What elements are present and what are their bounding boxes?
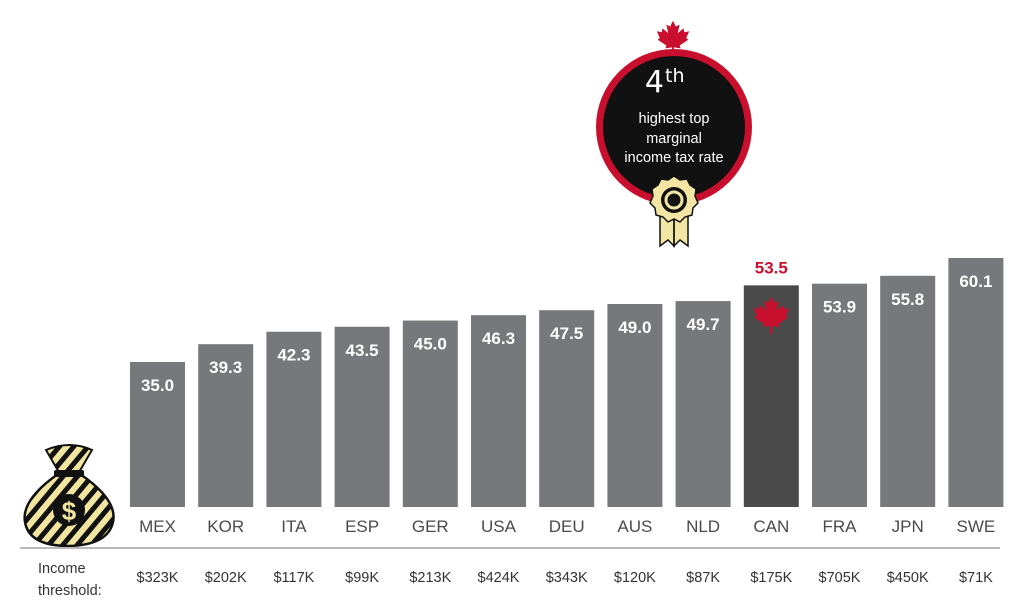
category-label-usa: USA (481, 517, 517, 536)
bar-jpn (880, 275, 936, 507)
category-label-nld: NLD (686, 517, 720, 536)
category-label-deu: DEU (549, 517, 585, 536)
bar-value-deu: 47.5 (550, 324, 583, 343)
threshold-mex: $323K (137, 570, 179, 586)
money-bag-icon: $ (23, 444, 115, 548)
threshold-deu: $343K (546, 570, 588, 586)
threshold-usa: $424K (478, 570, 520, 586)
category-label-kor: KOR (207, 517, 244, 536)
award-ribbon-icon (649, 175, 699, 248)
threshold-ita: $117K (273, 570, 314, 586)
bar-swe (948, 258, 1004, 507)
category-label-esp: ESP (345, 517, 379, 536)
bar-value-usa: 46.3 (482, 329, 515, 348)
bar-kor (198, 344, 254, 507)
category-label-jpn: JPN (892, 517, 924, 536)
bar-ger (402, 320, 458, 507)
badge-core (603, 56, 745, 198)
threshold-nld: $87K (686, 570, 720, 586)
category-label-can: CAN (753, 517, 789, 536)
maple-leaf-icon (656, 20, 690, 55)
threshold-aus: $120K (614, 570, 656, 586)
category-label-mex: MEX (139, 517, 176, 536)
badge-line-3: income tax rate (624, 150, 723, 166)
threshold-jpn: $450K (887, 570, 929, 586)
bar-esp (334, 326, 390, 507)
bar-value-mex: 35.0 (141, 376, 174, 395)
bar-value-kor: 39.3 (209, 358, 242, 377)
badge-line-2: marginal (646, 131, 702, 147)
category-label-aus: AUS (617, 517, 652, 536)
bar-value-swe: 60.1 (959, 272, 992, 291)
category-label-fra: FRA (823, 517, 858, 536)
threshold-swe: $71K (959, 570, 993, 586)
threshold-fra: $705K (819, 570, 861, 586)
threshold-kor: $202K (205, 570, 247, 586)
bar-value-esp: 43.5 (346, 341, 379, 360)
bar-nld (675, 301, 731, 507)
bar-fra (812, 283, 867, 507)
ranking-badge: 4 th highest top marginal income tax rat… (596, 20, 752, 248)
bar-value-ita: 42.3 (277, 346, 310, 365)
threshold-can: $175K (750, 570, 792, 586)
maple-leaf-icon (753, 296, 790, 335)
threshold-ger: $213K (409, 570, 451, 586)
category-label-ger: GER (412, 517, 449, 536)
badge-line-1: highest top (639, 111, 710, 127)
bar-mex (130, 361, 185, 507)
bar-ita (266, 331, 322, 507)
svg-text:$: $ (62, 496, 77, 526)
bar-deu (539, 310, 595, 507)
bar-value-ger: 45.0 (414, 335, 447, 354)
bar-value-can: 53.5 (755, 258, 788, 277)
badge-rank-suffix: th (665, 65, 685, 87)
bar-value-fra: 53.9 (823, 298, 856, 317)
bar-value-jpn: 55.8 (891, 290, 924, 309)
category-label-swe: SWE (957, 517, 996, 536)
bar-value-nld: 49.7 (687, 315, 720, 334)
threshold-title-line-2: threshold: (38, 583, 102, 599)
badge-rank-number: 4 (645, 65, 664, 100)
bar-aus (607, 303, 663, 507)
threshold-title-line-1: Income (38, 561, 86, 577)
threshold-esp: $99K (345, 570, 379, 586)
bars: 35.0 MEX $323K 39.3 KOR $202K 42.3 ITA $117K 43.5… (130, 258, 1004, 586)
category-label-ita: ITA (281, 517, 307, 536)
bar-value-aus: 49.0 (618, 318, 651, 337)
bar-usa (471, 315, 526, 507)
